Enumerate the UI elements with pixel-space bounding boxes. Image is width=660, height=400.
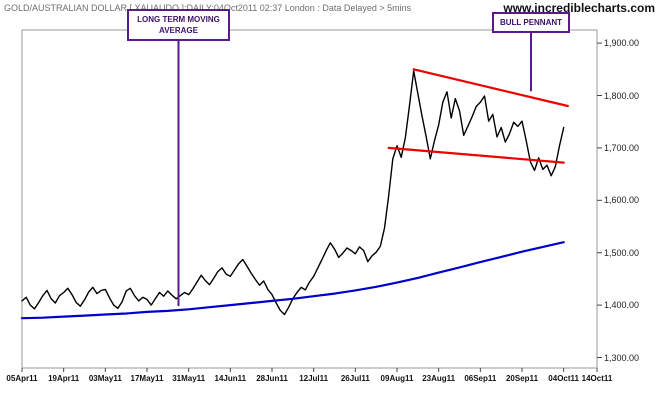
series-bull-pennant-lower-trendline: [387, 146, 565, 164]
annotation-box-bull-pennant: BULL PENNANT: [492, 12, 570, 33]
annotation-label: BULL PENNANT: [499, 18, 563, 27]
y-tick-label: 1,800.00: [604, 90, 640, 101]
x-tick-label: 20Sep11: [505, 374, 539, 383]
x-tick-label: 09Aug11: [380, 374, 414, 383]
series-bull-pennant-upper-trendline: [412, 68, 569, 108]
chart-title: GOLD/AUSTRALIAN DOLLAR [ XAUAUDO ]:DAILY…: [4, 3, 412, 13]
annotation-label: LONG TERM MOVING AVERAGE: [137, 15, 220, 35]
x-tick-label: 17May11: [130, 374, 164, 383]
y-tick-label: 1,300.00: [604, 352, 640, 363]
series-xauaud-daily-close: [21, 70, 565, 316]
plot-border: [21, 29, 598, 369]
x-tick-label: 23Aug11: [422, 374, 456, 383]
x-tick-label: 14Jun11: [214, 374, 247, 383]
x-tick-label: 26Jul11: [340, 374, 370, 383]
x-tick-label: 12Jul11: [299, 374, 329, 383]
x-tick-label: 03May11: [88, 374, 122, 383]
x-tick-label: 04Oct11: [548, 374, 579, 383]
x-tick-label: 19Apr11: [48, 374, 80, 383]
x-tick-label: 14Oct11: [581, 374, 613, 383]
x-tick-label: 28Jun11: [256, 374, 288, 383]
y-tick-label: 1,600.00: [604, 195, 640, 206]
annotation-box-long-term-moving-average: LONG TERM MOVING AVERAGE: [127, 9, 230, 41]
watermark-url: www.incrediblecharts.com: [503, 1, 655, 15]
x-tick-label: 31May11: [172, 374, 206, 383]
y-tick-label: 1,500.00: [604, 247, 640, 258]
x-tick-label: 05Apr11: [6, 374, 38, 383]
y-tick-label: 1,900.00: [604, 38, 640, 49]
y-tick-label: 1,700.00: [604, 142, 640, 153]
y-tick-label: 1,400.00: [604, 300, 640, 311]
x-tick-label: 06Sep11: [464, 374, 497, 383]
series-long-term-moving-average: [20, 241, 565, 320]
